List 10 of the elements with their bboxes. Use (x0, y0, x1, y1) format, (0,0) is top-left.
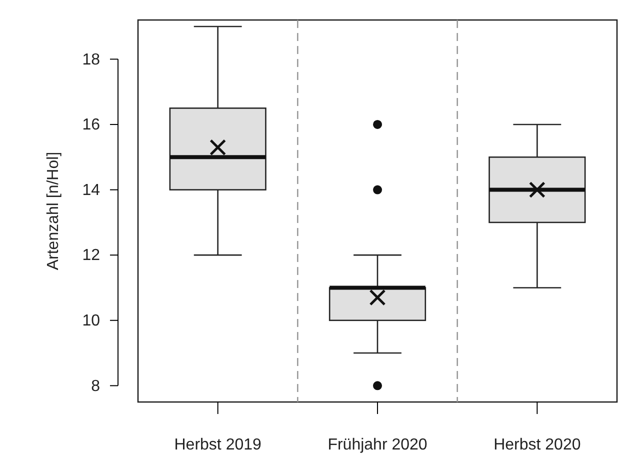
x-tick-label: Frühjahr 2020 (328, 436, 428, 454)
x-tick-label: Herbst 2019 (174, 436, 262, 454)
y-axis-title: Artenzahl [n/Hol] (45, 152, 62, 270)
y-tick-label: 16 (82, 116, 100, 134)
y-tick-label: 14 (82, 182, 100, 199)
y-tick-label: 12 (82, 247, 100, 264)
x-tick-label: Herbst 2020 (494, 436, 581, 454)
y-tick-label: 18 (82, 51, 100, 68)
y-tick-label: 8 (91, 378, 100, 395)
y-tick-label: 10 (82, 312, 100, 330)
